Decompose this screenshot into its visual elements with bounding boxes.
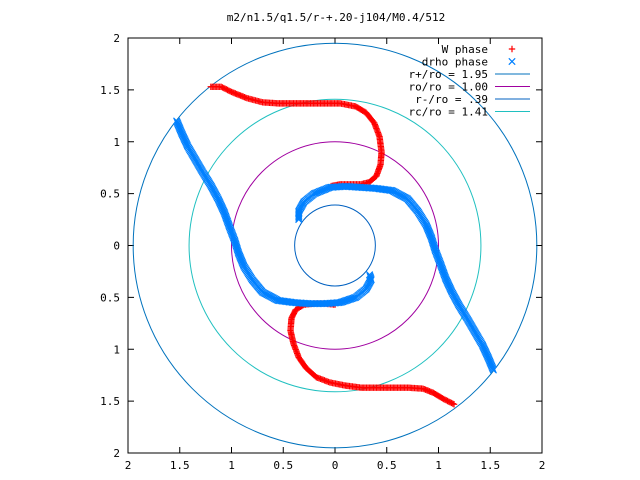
x-tick-label: 1 xyxy=(228,459,235,472)
cross-marker xyxy=(327,183,335,191)
x-tick-label: 0.5 xyxy=(377,459,397,472)
x-tick-label: 2 xyxy=(125,459,132,472)
legend-label: r-/ro = .39 xyxy=(415,93,488,106)
y-tick-label: 1.5 xyxy=(100,395,120,408)
series-plus xyxy=(207,83,458,408)
cross-marker xyxy=(295,214,303,222)
cross-marker xyxy=(295,215,303,224)
legend-label: r+/ro = 1.95 xyxy=(409,68,488,81)
y-tick-label: 2 xyxy=(113,447,120,460)
x-tick-label: 1.5 xyxy=(480,459,500,472)
y-tick-label: 2 xyxy=(113,32,120,45)
circle-rc xyxy=(188,98,482,393)
cross-marker xyxy=(295,213,303,221)
y-tick-label: 1.5 xyxy=(100,84,120,97)
x-tick-label: 1.5 xyxy=(170,459,190,472)
x-tick-label: 0.5 xyxy=(273,459,293,472)
legend-label: drho phase xyxy=(422,56,488,69)
y-tick-label: 1 xyxy=(113,136,120,149)
chart-title: m2/n1.5/q1.5/r-+.20-j104/M0.4/512 xyxy=(227,11,446,24)
legend-label: W phase xyxy=(442,43,488,56)
cross-marker xyxy=(365,271,374,279)
y-tick-label: 1 xyxy=(113,343,120,356)
series-curves xyxy=(132,42,538,449)
x-tick-label: 0 xyxy=(332,459,339,472)
plus-marker xyxy=(508,45,516,53)
cross-marker xyxy=(508,57,516,66)
axis-ticks: 2 1.5 1 0.5 0 0.5 1 1.5 221.510.500.511.52 xyxy=(100,32,545,472)
circle-r xyxy=(294,204,376,287)
circle-r xyxy=(132,42,538,449)
x-tick-label: 2 xyxy=(539,459,546,472)
series-cross xyxy=(173,117,497,374)
legend-label: rc/ro = 1.41 xyxy=(409,106,488,119)
y-tick-label: 0 xyxy=(113,240,120,253)
legend-label: ro/ro = 1.00 xyxy=(409,81,488,94)
x-tick-label: 1 xyxy=(435,459,442,472)
y-tick-label: 0.5 xyxy=(100,188,120,201)
y-tick-label: 0.5 xyxy=(100,291,120,304)
series-points xyxy=(173,83,497,408)
circle-ro xyxy=(231,141,439,350)
